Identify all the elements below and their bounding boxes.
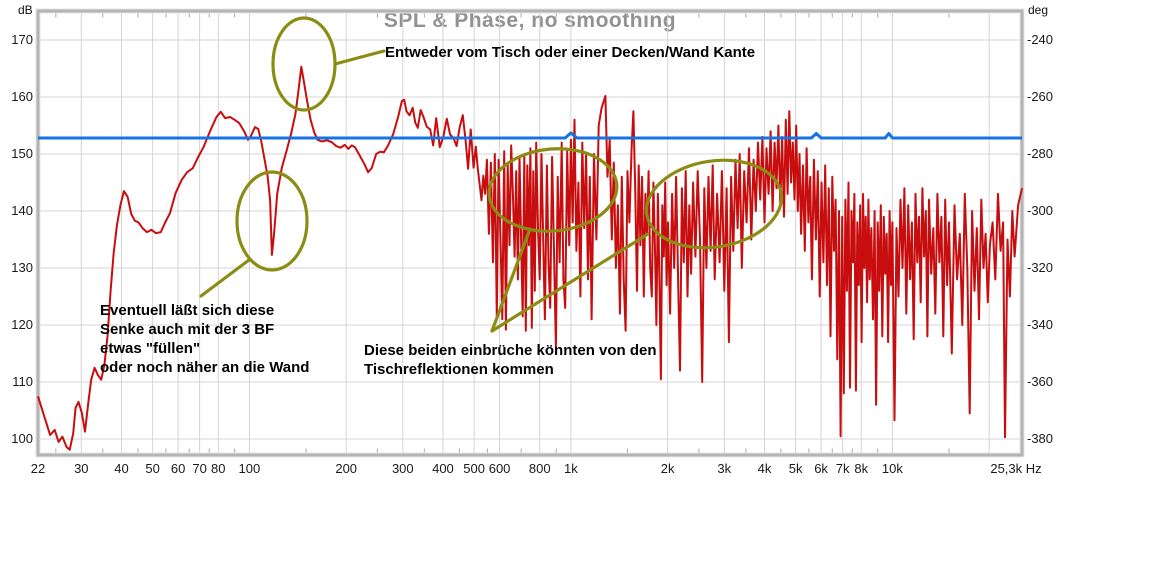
x-tick-label: 1k [564, 461, 578, 476]
y-right-tick-label: -340 [1027, 317, 1054, 332]
y-right-tick-label: -380 [1027, 431, 1054, 446]
note-dip: Eventuell läßt sich diese Senke auch mit … [100, 301, 309, 377]
right-axis-unit-label: deg [1028, 3, 1049, 17]
y-left-tick-label: 110 [12, 374, 33, 389]
note-table: Diese beiden einbrüche könnten von den Ti… [364, 341, 657, 379]
annotation-line [490, 227, 532, 333]
y-left-tick-label: 120 [11, 317, 33, 332]
x-tick-label: 5k [788, 461, 803, 476]
x-tick-label: 50 [145, 461, 160, 476]
x-tick-label: 500 [463, 461, 485, 476]
note-peak-line: Entweder vom Tisch oder einer Decken/Wan… [385, 44, 756, 61]
note-dip-line: Senke auch mit der 3 BF [100, 321, 275, 338]
x-tick-label: 200 [335, 461, 358, 476]
y-right-tick-label: -260 [1027, 89, 1054, 104]
y-right-tick-label: -320 [1027, 260, 1054, 275]
y-left-tick-label: 160 [11, 89, 33, 104]
x-tick-label: 300 [391, 461, 414, 476]
y-left-tick-label: 140 [11, 203, 33, 218]
x-tick-label: 600 [488, 461, 511, 476]
y-right-tick-label: -240 [1027, 32, 1054, 47]
x-tick-label: 3k [717, 461, 732, 476]
plot-frame [36, 9, 1024, 457]
annotation-ellipse [487, 147, 619, 233]
x-tick-label: 30 [74, 461, 89, 476]
x-tick-label: 40 [114, 461, 129, 476]
y-right-tick-label: -300 [1027, 203, 1054, 218]
note-table-line: Diese beiden einbrüche könnten von den [364, 342, 657, 359]
x-tick-label: 25,3k Hz [990, 461, 1042, 476]
y-left-tick-label: 100 [11, 431, 33, 446]
note-dip-line: Eventuell läßt sich diese [100, 302, 275, 319]
x-tick-label: 80 [211, 461, 226, 476]
x-tick-label: 70 [192, 461, 207, 476]
y-right-tick-label: -280 [1027, 146, 1054, 161]
note-dip-line: oder noch näher an die Wand [100, 359, 310, 376]
x-tick-label: 800 [528, 461, 551, 476]
phase-curve [38, 131, 1022, 140]
note-peak: Entweder vom Tisch oder einer Decken/Wan… [385, 43, 755, 62]
x-tick-label: 4k [757, 461, 772, 476]
x-tick-label: 60 [170, 461, 186, 476]
note-dip-line: etwas "füllen" [100, 340, 201, 357]
x-tick-label: 22 [30, 461, 46, 476]
annotation-line [199, 258, 251, 298]
x-tick-label: 7k [835, 461, 850, 476]
x-tick-label: 400 [432, 461, 454, 476]
x-tick-label: 10k [881, 461, 903, 476]
x-tick-label: 8k [854, 461, 869, 476]
spl-curve [37, 65, 1023, 451]
y-left-tick-label: 150 [11, 146, 33, 161]
left-axis-unit-label: dB [18, 3, 33, 17]
y-left-tick-label: 130 [11, 260, 33, 275]
annotation-ellipse [271, 16, 337, 112]
x-tick-label: 2k [660, 461, 675, 476]
y-left-tick-label: 170 [11, 32, 33, 47]
y-right-tick-label: -360 [1027, 374, 1054, 389]
x-tick-label: 6k [814, 461, 828, 476]
annotation-ellipse [644, 158, 784, 250]
chart-title: SPL & Phase, no smoothing [383, 9, 677, 32]
annotation-line [333, 49, 386, 66]
x-tick-label: 100 [238, 461, 261, 476]
note-table-line: Tischreflektionen kommen [364, 361, 554, 378]
annotation-line [490, 232, 650, 333]
annotation-ellipse [235, 170, 309, 272]
